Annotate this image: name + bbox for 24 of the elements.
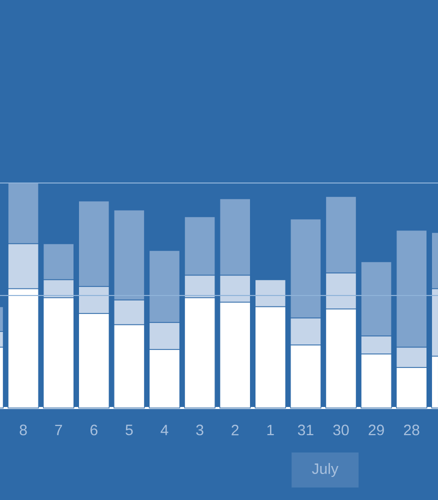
- bar: [78, 200, 110, 287]
- text: July: [312, 463, 338, 477]
- x-tick-label: 6: [90, 424, 98, 436]
- bar: [184, 216, 216, 276]
- bar: [290, 218, 322, 318]
- bar: [325, 196, 357, 274]
- bar: [43, 243, 74, 280]
- x-tick-label: 5: [126, 424, 133, 436]
- x-tick-label: 8: [20, 424, 27, 436]
- bar: [148, 250, 180, 323]
- x-tick-label: 28: [404, 424, 420, 436]
- x-tick-label: 31: [298, 424, 314, 436]
- x-tick-label: 4: [160, 424, 168, 436]
- x-tick-label: 29: [368, 424, 384, 436]
- bar: [396, 230, 428, 348]
- bar: [8, 182, 39, 244]
- x-tick-label: 1: [267, 424, 274, 436]
- x-tick-label: 3: [196, 424, 204, 436]
- x-tick-label: 30: [333, 424, 349, 436]
- x-tick-label: 2: [232, 424, 239, 436]
- bar: [114, 210, 145, 300]
- bar: [219, 198, 251, 276]
- bar: [360, 261, 392, 336]
- x-tick-label: 7: [55, 424, 62, 436]
